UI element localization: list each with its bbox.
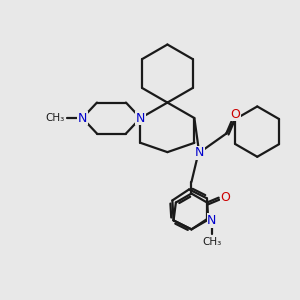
- Text: CH₃: CH₃: [202, 237, 221, 247]
- Text: O: O: [220, 191, 230, 204]
- Text: CH₃: CH₃: [46, 113, 65, 123]
- Text: N: N: [78, 112, 87, 124]
- Text: O: O: [230, 108, 240, 121]
- Text: N: N: [207, 214, 217, 227]
- Text: N: N: [194, 146, 204, 159]
- Text: N: N: [136, 112, 145, 124]
